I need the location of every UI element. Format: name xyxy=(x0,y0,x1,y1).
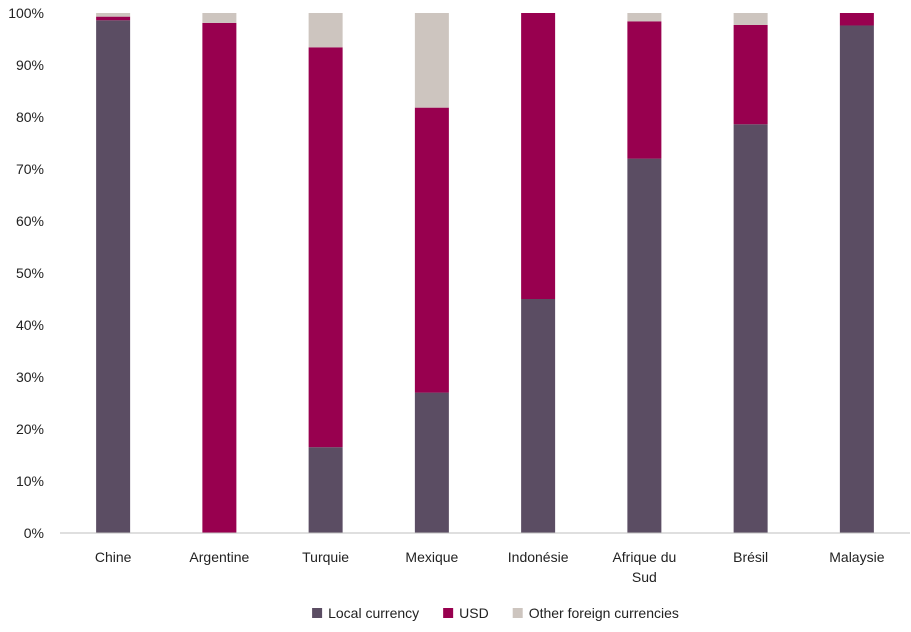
bar-segment-1 xyxy=(414,392,449,533)
bar-segment-3 xyxy=(414,13,449,108)
x-tick-label: Argentine xyxy=(189,549,249,565)
legend-label: Local currency xyxy=(328,605,419,621)
y-tick-label: 80% xyxy=(16,109,44,125)
bars xyxy=(96,13,874,533)
bar-segment-3 xyxy=(96,13,131,17)
bar-segment-3 xyxy=(308,13,343,48)
y-axis-tick-labels: 0% 10% 20% 30% 40% 50% 60% 70% 80% 90% 100% xyxy=(8,5,44,541)
x-tick-label: Turquie xyxy=(302,549,349,565)
y-tick-label: 20% xyxy=(16,421,44,437)
bar-segment-3 xyxy=(733,13,768,25)
x-tick-label: Indonésie xyxy=(508,549,569,565)
y-tick-label: 10% xyxy=(16,473,44,489)
bar-segment-1 xyxy=(839,25,874,533)
y-tick-label: 30% xyxy=(16,369,44,385)
bar-segment-2 xyxy=(202,22,237,533)
legend-label: USD xyxy=(459,605,489,621)
y-tick-label: 50% xyxy=(16,265,44,281)
x-axis-tick-labels: Chine Argentine Turquie Mexique Indonésie Afr… xyxy=(95,549,885,585)
bar-segment-2 xyxy=(627,21,662,159)
y-tick-label: 0% xyxy=(24,525,44,541)
bar-segment-3 xyxy=(627,13,662,22)
bar-segment-2 xyxy=(414,107,449,393)
bar-segment-1 xyxy=(733,124,768,533)
x-tick-label: Mexique xyxy=(405,549,458,565)
legend: Local currency USD Other foreign currencie… xyxy=(312,605,679,621)
legend-swatch-1 xyxy=(312,608,323,618)
x-tick-label: Afrique du Sud xyxy=(612,549,676,585)
legend-swatch-2 xyxy=(443,608,454,618)
bar-segment-1 xyxy=(521,299,556,533)
bar-segment-2 xyxy=(839,13,874,26)
bar-segment-1 xyxy=(627,158,662,533)
legend-label: Other foreign currencies xyxy=(529,605,679,621)
x-tick-label: Chine xyxy=(95,549,132,565)
x-tick-label: Malaysie xyxy=(829,549,884,565)
bar-segment-2 xyxy=(521,13,556,299)
y-tick-label: 40% xyxy=(16,317,44,333)
bar-segment-1 xyxy=(308,447,343,533)
bar-segment-1 xyxy=(96,20,131,533)
y-tick-label: 90% xyxy=(16,57,44,73)
bar-segment-2 xyxy=(733,24,768,125)
y-tick-label: 70% xyxy=(16,161,44,177)
bar-segment-2 xyxy=(96,16,131,21)
legend-swatch-3 xyxy=(512,608,523,618)
bar-segment-2 xyxy=(308,47,343,448)
bar-segment-3 xyxy=(202,13,237,23)
y-tick-label: 60% xyxy=(16,213,44,229)
y-tick-label: 100% xyxy=(8,5,44,21)
x-tick-label: Brésil xyxy=(733,549,768,565)
